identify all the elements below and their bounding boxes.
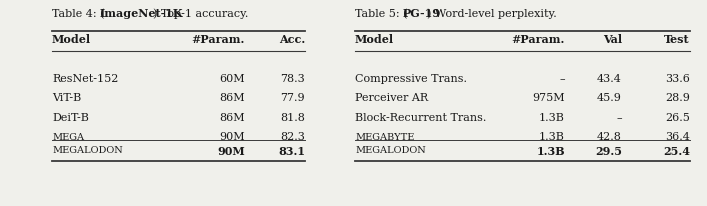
Text: Compressive Trans.: Compressive Trans. [355,74,467,84]
Text: 975M: 975M [532,93,565,103]
Text: 42.8: 42.8 [597,132,622,142]
Text: 82.3: 82.3 [280,132,305,142]
Text: MEGALODON: MEGALODON [355,145,426,154]
Text: 28.9: 28.9 [665,93,690,103]
Text: MEGALODON: MEGALODON [52,145,123,154]
Text: 86M: 86M [219,93,245,103]
Text: 45.9: 45.9 [597,93,622,103]
Text: 29.5: 29.5 [595,145,622,156]
Text: 86M: 86M [219,112,245,122]
Text: Val: Val [603,34,622,45]
Text: Model: Model [52,34,91,45]
Text: 1.3B: 1.3B [537,145,565,156]
Text: ImageNet-1K: ImageNet-1K [100,8,184,19]
Text: 43.4: 43.4 [597,74,622,84]
Text: MEGABYTE: MEGABYTE [355,132,414,141]
Text: PG-19: PG-19 [403,8,441,19]
Text: 1.3B: 1.3B [539,112,565,122]
Text: ViT-B: ViT-B [52,93,81,103]
Text: 81.8: 81.8 [280,112,305,122]
Text: ) Top-1 accuracy.: ) Top-1 accuracy. [153,8,248,19]
Text: 90M: 90M [219,132,245,142]
Text: Perceiver AR: Perceiver AR [355,93,428,103]
Text: 33.6: 33.6 [665,74,690,84]
Text: –: – [617,112,622,122]
Text: 60M: 60M [219,74,245,84]
Text: ResNet-152: ResNet-152 [52,74,118,84]
Text: 78.3: 78.3 [280,74,305,84]
Text: Table 5: (: Table 5: ( [355,9,407,19]
Text: 77.9: 77.9 [281,93,305,103]
Text: Table 4: (: Table 4: ( [52,9,105,19]
Text: MEGA: MEGA [52,132,84,141]
Text: Test: Test [665,34,690,45]
Text: ) Word-level perplexity.: ) Word-level perplexity. [427,8,556,19]
Text: Block-Recurrent Trans.: Block-Recurrent Trans. [355,112,486,122]
Text: 1.3B: 1.3B [539,132,565,142]
Text: 36.4: 36.4 [665,132,690,142]
Text: Model: Model [355,34,394,45]
Text: –: – [559,74,565,84]
Text: #Param.: #Param. [192,34,245,45]
Text: 83.1: 83.1 [278,145,305,156]
Text: #Param.: #Param. [512,34,565,45]
Text: Acc.: Acc. [279,34,305,45]
Text: 26.5: 26.5 [665,112,690,122]
Text: 25.4: 25.4 [663,145,690,156]
Text: DeiT-B: DeiT-B [52,112,89,122]
Text: 90M: 90M [217,145,245,156]
